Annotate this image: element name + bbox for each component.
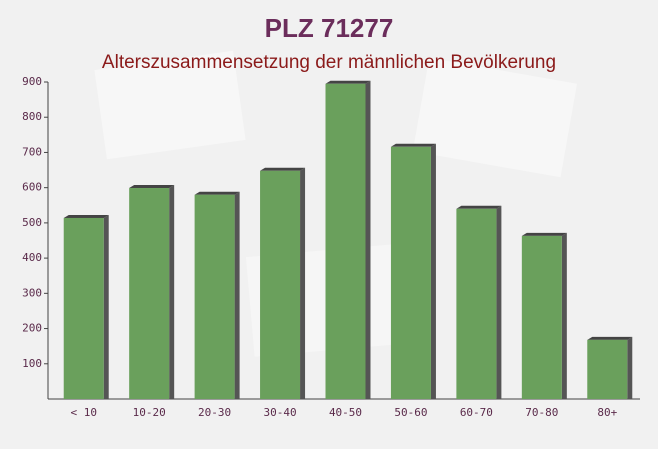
y-tick-label: 400 — [22, 251, 42, 264]
bar-shadow — [300, 167, 306, 399]
x-tick-label: 50-60 — [394, 406, 427, 419]
bar — [129, 188, 170, 399]
bar-top — [390, 143, 436, 147]
x-tick-label: < 10 — [70, 406, 97, 419]
x-tick-label: 40-50 — [329, 406, 362, 419]
bar-shadow — [103, 214, 109, 399]
background-envelope — [412, 57, 578, 178]
x-tick-label: 20-30 — [198, 406, 231, 419]
y-tick-label: 800 — [22, 110, 42, 123]
bar — [194, 194, 235, 399]
bar-shadow — [169, 185, 175, 399]
bar-top — [456, 205, 502, 209]
bar-top — [521, 232, 567, 236]
bar — [325, 83, 366, 399]
chart-subtitle: Alterszusammensetzung der männlichen Bev… — [102, 52, 556, 73]
bar-top — [194, 191, 240, 195]
bar — [587, 339, 628, 399]
bar-shadow — [234, 191, 240, 399]
y-tick-label: 100 — [22, 357, 42, 370]
x-tick-label: 70-80 — [525, 406, 558, 419]
y-tick-label: 200 — [22, 322, 42, 335]
y-tick-label: 900 — [22, 75, 42, 88]
x-tick-label: 10-20 — [133, 406, 166, 419]
bar-top — [129, 185, 175, 189]
chart-title: PLZ 71277 — [265, 13, 394, 43]
background-envelope — [94, 50, 246, 160]
x-tick-label: 80+ — [597, 406, 617, 419]
bar — [521, 235, 562, 399]
y-tick-label: 600 — [22, 181, 42, 194]
y-tick-label: 700 — [22, 145, 42, 158]
bar — [260, 170, 301, 399]
x-tick-label: 30-40 — [263, 406, 296, 419]
bar-top — [325, 80, 371, 84]
x-tick-label: 60-70 — [460, 406, 493, 419]
bar — [456, 208, 497, 399]
bar — [63, 217, 104, 399]
bar — [390, 146, 431, 399]
bar-shadow — [496, 205, 502, 399]
bar-shadow — [627, 336, 633, 399]
y-tick-label: 300 — [22, 286, 42, 299]
bar-top — [587, 336, 633, 340]
y-tick-label: 500 — [22, 216, 42, 229]
bar-top — [260, 167, 306, 171]
bar-shadow — [430, 143, 436, 399]
bar-shadow — [561, 232, 567, 399]
bar-top — [63, 214, 109, 218]
bar-shadow — [365, 80, 371, 399]
